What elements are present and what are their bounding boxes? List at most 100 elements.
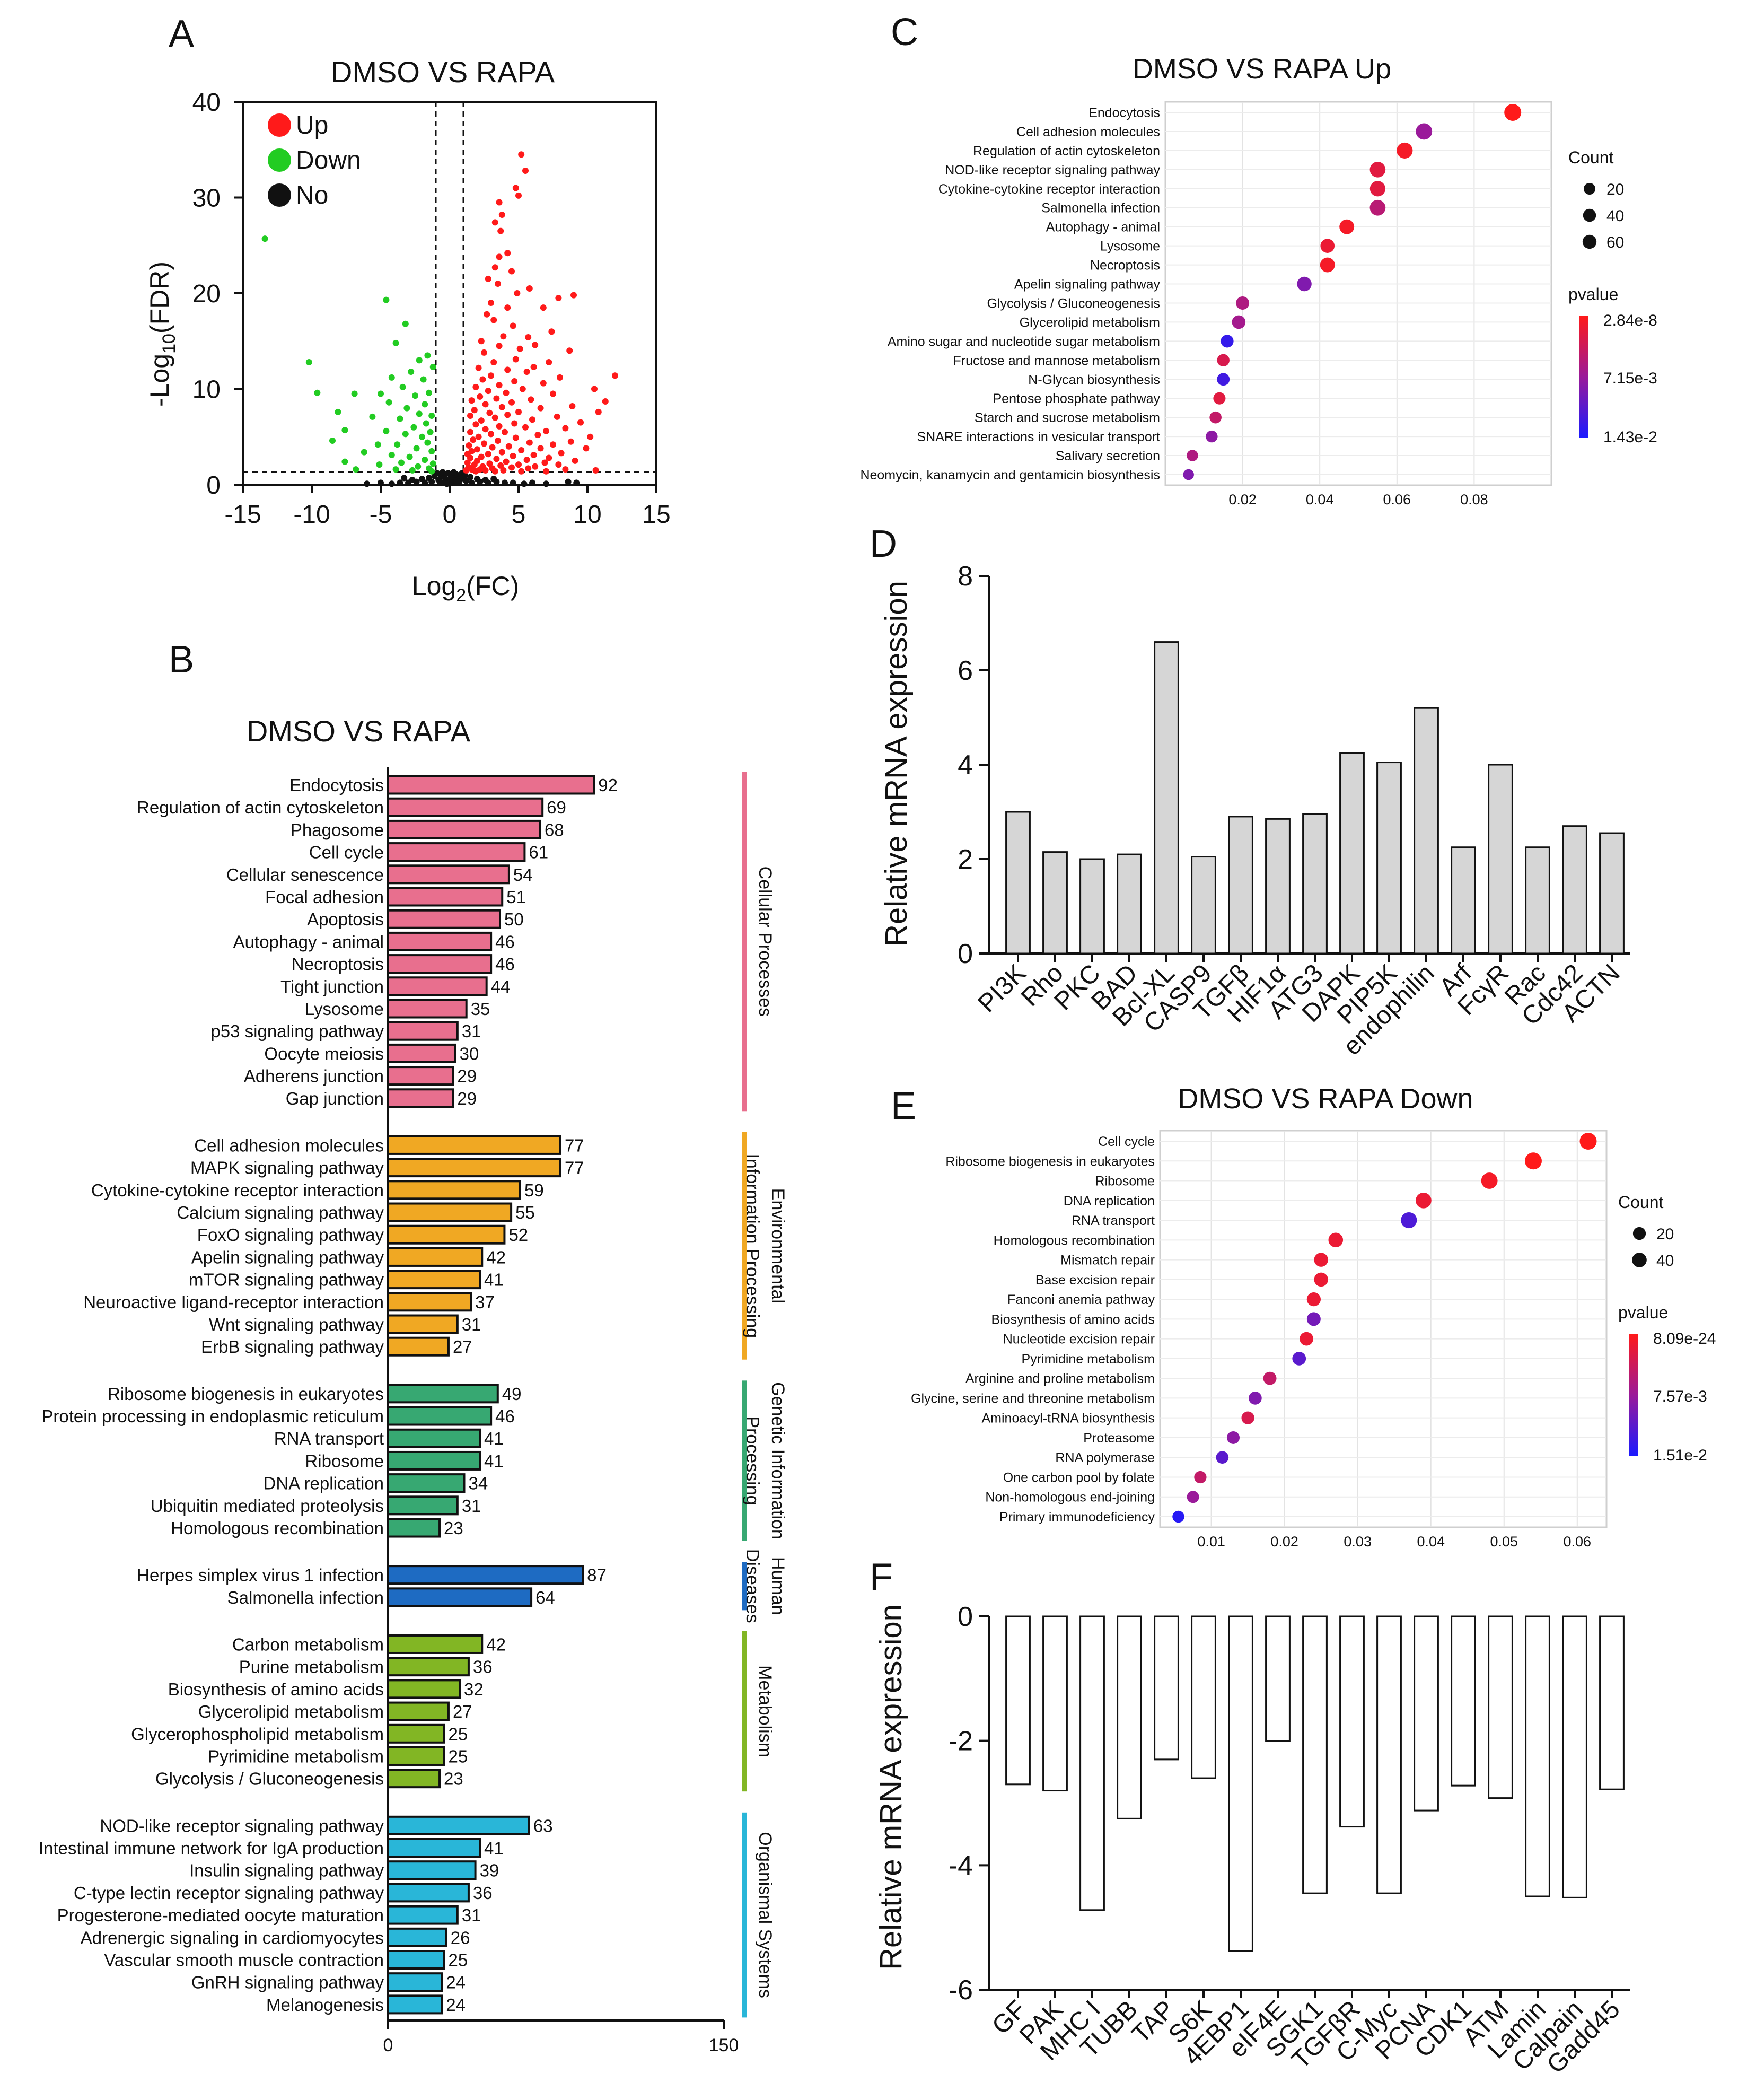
- panel-a-point-up: [567, 438, 574, 445]
- panel-b-value-label: 46: [495, 1406, 515, 1426]
- bar-s6k: [1191, 1615, 1216, 1779]
- panel-a-point-no: [565, 478, 572, 485]
- panel-a-point-up: [485, 275, 491, 282]
- panel-b-value-label: 24: [446, 1995, 466, 2015]
- panel-a-point-up: [496, 382, 503, 389]
- panel-a-point-no: [474, 476, 480, 483]
- panel-a-point-up: [491, 264, 498, 271]
- panel-a-point-down: [374, 441, 381, 448]
- bar-lamin: [1525, 1615, 1550, 1897]
- bar-cdc42: [1562, 825, 1587, 955]
- panel-b-bar: [387, 1224, 506, 1245]
- panel-a-point-down: [397, 415, 403, 422]
- bar-ytick-label: 8: [958, 561, 973, 592]
- bar-tgfβr: [1339, 1615, 1365, 1828]
- bubble-point: [1249, 1392, 1262, 1405]
- panel-a-xlabel: Log2(FC): [412, 571, 519, 606]
- panel-a-point-no: [467, 474, 473, 480]
- panel-a-point-no: [426, 475, 432, 482]
- bar-bcl-xl: [1154, 641, 1179, 955]
- panel-b-category-label: Adrenergic signaling in cardiomyocytes: [81, 1928, 384, 1947]
- panel-a-point-up: [498, 449, 505, 456]
- panel-a-point-no: [456, 478, 463, 485]
- panel-b-value-label: 51: [506, 887, 526, 907]
- bubble-category-label: Arginine and proline metabolism: [965, 1371, 1155, 1386]
- panel-b-category-label: Apelin signaling pathway: [191, 1247, 384, 1267]
- bubble-xtick-label: 0.03: [1344, 1534, 1372, 1550]
- panel-b-category-label: FoxO signaling pathway: [197, 1225, 384, 1245]
- panel-b-group-label: Processing: [742, 1416, 762, 1505]
- panel-a-point-up: [482, 401, 489, 408]
- panel-c-up-enrichment: C DMSO VS RAPA Up 0.02 0.04 0.06 0.08 Endocy…: [860, 11, 1657, 508]
- panel-a-point-down: [402, 320, 409, 327]
- panel-b-category-label: Herpes simplex virus 1 infection: [137, 1565, 384, 1585]
- bubble-point: [1292, 1352, 1306, 1366]
- panel-a-legend-marker-no: [268, 183, 291, 207]
- panel-b-value-label: 31: [462, 1021, 481, 1041]
- panel-a-xtick-label: 15: [642, 501, 670, 529]
- panel-b-bar: [387, 1518, 441, 1538]
- panel-b-group-bar: [742, 1562, 747, 1611]
- panel-b-value-label: 24: [446, 1973, 466, 1992]
- panel-b-bar: [387, 864, 510, 885]
- bar-pip5k: [1376, 762, 1402, 955]
- panel-a-point-up: [488, 300, 494, 307]
- panel-a-point-up: [478, 417, 485, 424]
- panel-b-category-label: Salmonella infection: [227, 1588, 384, 1607]
- panel-b-category-label: Purine metabolism: [239, 1657, 384, 1677]
- panel-a-point-up: [515, 461, 522, 468]
- bubble-category-label: Endocytosis: [1088, 106, 1160, 120]
- panel-a-point-no: [529, 479, 535, 486]
- bubble-point: [1504, 104, 1522, 121]
- panel-a-point-up: [530, 363, 537, 370]
- panel-a-point-up: [537, 405, 544, 412]
- panel-c-letter: C: [891, 11, 918, 54]
- panel-a-point-no: [510, 479, 516, 486]
- panel-d-letter: D: [870, 523, 897, 565]
- panel-a-point-down: [423, 420, 429, 427]
- panel-b-value-label: 27: [453, 1702, 472, 1721]
- bar-ytick-label: -6: [949, 1975, 973, 2006]
- panel-a-point-no: [440, 469, 446, 476]
- panel-a-point-up: [612, 372, 618, 379]
- bar-rac: [1525, 846, 1550, 955]
- panel-a-point-up: [475, 364, 482, 371]
- panel-a-point-up: [481, 349, 487, 356]
- panel-b-bar: [387, 887, 504, 907]
- panel-a-point-down: [399, 383, 406, 390]
- bubble-color-legend-label: 1.43e-2: [1603, 428, 1657, 446]
- bubble-xtick-label: 0.01: [1197, 1534, 1225, 1550]
- panel-b-category-label: Pyrimidine metabolism: [208, 1746, 384, 1766]
- panel-a-point-no: [450, 469, 457, 476]
- panel-a-legend-label-down: Down: [296, 146, 361, 174]
- panel-b-bar: [387, 1860, 477, 1880]
- panel-a-point-down: [409, 467, 416, 474]
- panel-a-point-up: [496, 253, 503, 260]
- panel-b-value-label: 27: [453, 1337, 472, 1357]
- bar-ytick-label: 0: [958, 1602, 973, 1632]
- bubble-point: [1320, 239, 1335, 253]
- bubble-size-legend-marker: [1632, 1227, 1646, 1240]
- panel-b-letter: B: [169, 638, 194, 681]
- panel-b-value-label: 46: [495, 932, 515, 951]
- bar-atg3: [1302, 813, 1328, 955]
- panel-a-point-up: [540, 304, 547, 311]
- bubble-category-label: Fructose and mannose metabolism: [953, 353, 1160, 368]
- bar-cdk1: [1451, 1615, 1476, 1787]
- bar-pi3k: [1005, 811, 1031, 955]
- panel-a-point-up: [489, 444, 496, 451]
- panel-b-bar: [387, 1723, 445, 1744]
- bubble-point: [1236, 296, 1250, 310]
- bubble-category-label: Nucleotide excision repair: [1003, 1332, 1155, 1347]
- panel-a-ytick-label: 20: [192, 280, 221, 308]
- panel-d-upregulated-qpcr: D Relative mRNA expression 02468PI3KRhoP…: [870, 523, 1630, 1061]
- panel-a-point-up: [515, 192, 522, 199]
- panel-b-value-label: 77: [565, 1158, 584, 1178]
- panel-c-title: DMSO VS RAPA Up: [1133, 53, 1391, 85]
- bar-fcγr: [1488, 764, 1513, 955]
- bubble-category-label: Starch and sucrose metabolism: [975, 410, 1160, 425]
- bubble-category-label: Autophagy - animal: [1046, 220, 1160, 235]
- bar-pcna: [1414, 1615, 1439, 1812]
- bubble-point: [1206, 430, 1218, 443]
- panel-a-point-up: [471, 461, 478, 468]
